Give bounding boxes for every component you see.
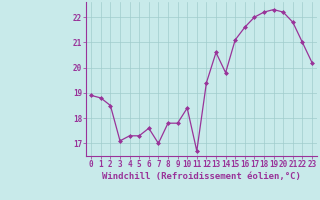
X-axis label: Windchill (Refroidissement éolien,°C): Windchill (Refroidissement éolien,°C) (102, 172, 301, 181)
